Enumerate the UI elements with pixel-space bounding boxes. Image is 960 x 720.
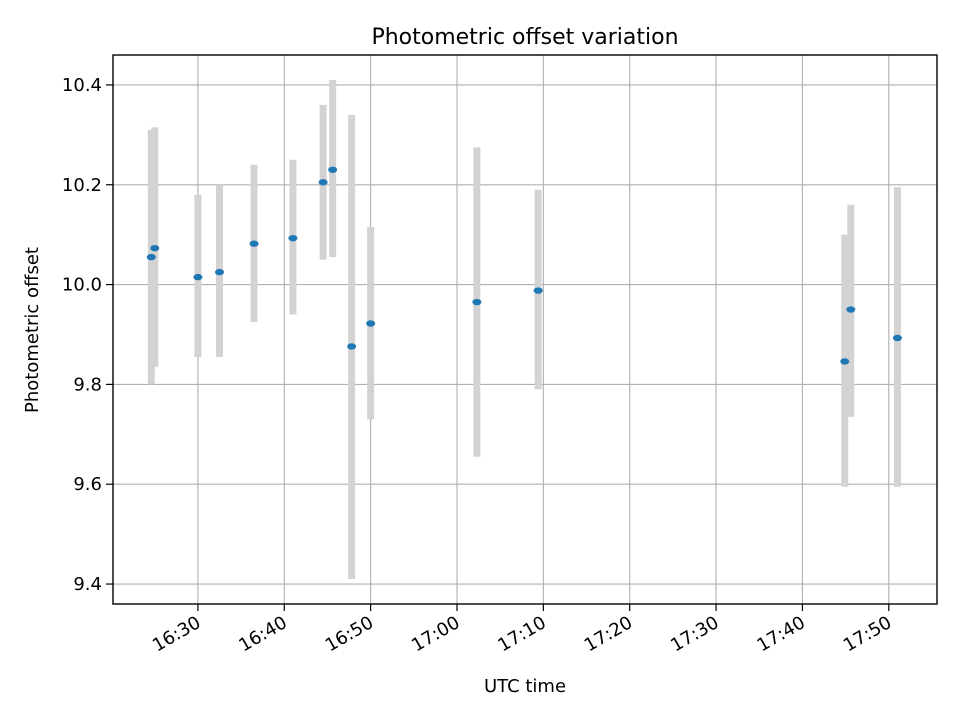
grid-lines [113,55,937,604]
data-point [533,287,543,294]
y-tick-label: 10.4 [62,75,102,96]
data-points [146,166,902,365]
y-tick-label: 10.0 [62,275,102,296]
y-tick-label: 9.6 [73,474,102,495]
data-point [328,166,338,173]
data-point [193,273,203,281]
data-point [215,268,225,276]
data-point [846,306,856,313]
data-point [347,343,357,350]
plot-frame [112,54,938,605]
data-point [318,179,328,186]
y-axis-label: Photometric offset [22,247,43,413]
data-point [146,253,156,261]
x-axis-label: UTC time [484,676,566,697]
y-tick-label: 9.4 [73,574,102,595]
chart-title: Photometric offset variation [371,25,678,50]
data-point [366,320,376,327]
data-point [288,234,298,242]
data-point [892,334,902,342]
data-point [249,240,259,247]
data-point [150,244,160,252]
y-tick-label: 9.8 [73,374,102,395]
data-point [840,358,850,365]
data-point [472,298,482,306]
y-axis-ticks: 9.4 9.6 9.8 10.0 10.2 10.4 [62,75,113,595]
y-tick-label: 10.2 [62,175,102,196]
